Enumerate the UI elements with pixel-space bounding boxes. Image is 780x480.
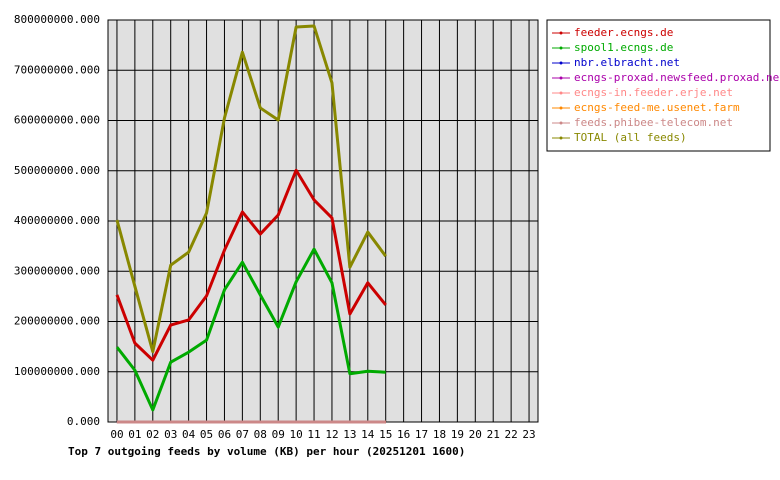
- x-tick-label: 16: [397, 428, 410, 441]
- y-tick-label: 0.000: [67, 415, 100, 428]
- x-tick-label: 18: [433, 428, 446, 441]
- x-tick-label: 00: [110, 428, 123, 441]
- x-tick-label: 10: [290, 428, 303, 441]
- x-tick-label: 06: [218, 428, 231, 441]
- x-tick-label: 09: [272, 428, 285, 441]
- x-tick-label: 20: [469, 428, 482, 441]
- x-tick-label: 21: [487, 428, 500, 441]
- x-tick-label: 17: [415, 428, 428, 441]
- x-tick-label: 23: [522, 428, 535, 441]
- y-tick-label: 600000000.000: [14, 114, 100, 127]
- x-tick-label: 07: [236, 428, 249, 441]
- x-tick-label: 14: [361, 428, 375, 441]
- x-tick-label: 22: [505, 428, 518, 441]
- series-line: [115, 24, 387, 354]
- x-tick-label: 03: [164, 428, 177, 441]
- y-tick-label: 100000000.000: [14, 365, 100, 378]
- y-tick-label: 400000000.000: [14, 214, 100, 227]
- x-tick-label: 08: [254, 428, 267, 441]
- legend-marker: [559, 61, 563, 65]
- y-tick-label: 800000000.000: [14, 13, 100, 26]
- x-tick-label: 02: [146, 428, 159, 441]
- legend-label: spool1.ecngs.de: [574, 41, 673, 54]
- y-tick-label: 200000000.000: [14, 315, 100, 328]
- legend-marker: [559, 46, 563, 50]
- legend-label: TOTAL (all feeds): [574, 131, 687, 144]
- legend-label: ecngs-feed-me.usenet.farm: [574, 101, 740, 114]
- x-tick-label: 04: [182, 428, 196, 441]
- series-line: [115, 168, 387, 362]
- legend-label: nbr.elbracht.net: [574, 56, 680, 69]
- x-tick-label: 11: [307, 428, 320, 441]
- legend-marker: [559, 136, 563, 140]
- series-line: [115, 247, 386, 412]
- y-tick-label: 700000000.000: [14, 63, 100, 76]
- y-tick-label: 500000000.000: [14, 164, 100, 177]
- legend-label: feeds.phibee-telecom.net: [574, 116, 733, 129]
- legend-label: ecngs-proxad.newsfeed.proxad.net: [574, 71, 780, 84]
- x-tick-label: 15: [379, 428, 392, 441]
- legend-label: ecngs-in.feeder.erje.net: [574, 86, 733, 99]
- legend-box: [546, 19, 771, 152]
- x-tick-label: 05: [200, 428, 213, 441]
- legend-marker: [559, 106, 563, 110]
- y-tick-label: 300000000.000: [14, 264, 100, 277]
- legend-marker: [559, 76, 563, 80]
- x-tick-label: 01: [128, 428, 141, 441]
- x-tick-label: 19: [451, 428, 464, 441]
- x-tick-label: 12: [325, 428, 338, 441]
- legend-marker: [559, 121, 563, 125]
- chart-title: Top 7 outgoing feeds by volume (KB) per …: [68, 445, 465, 458]
- legend-marker: [559, 31, 563, 35]
- x-tick-label: 13: [343, 428, 356, 441]
- legend-marker: [559, 91, 563, 95]
- legend-label: feeder.ecngs.de: [574, 26, 673, 39]
